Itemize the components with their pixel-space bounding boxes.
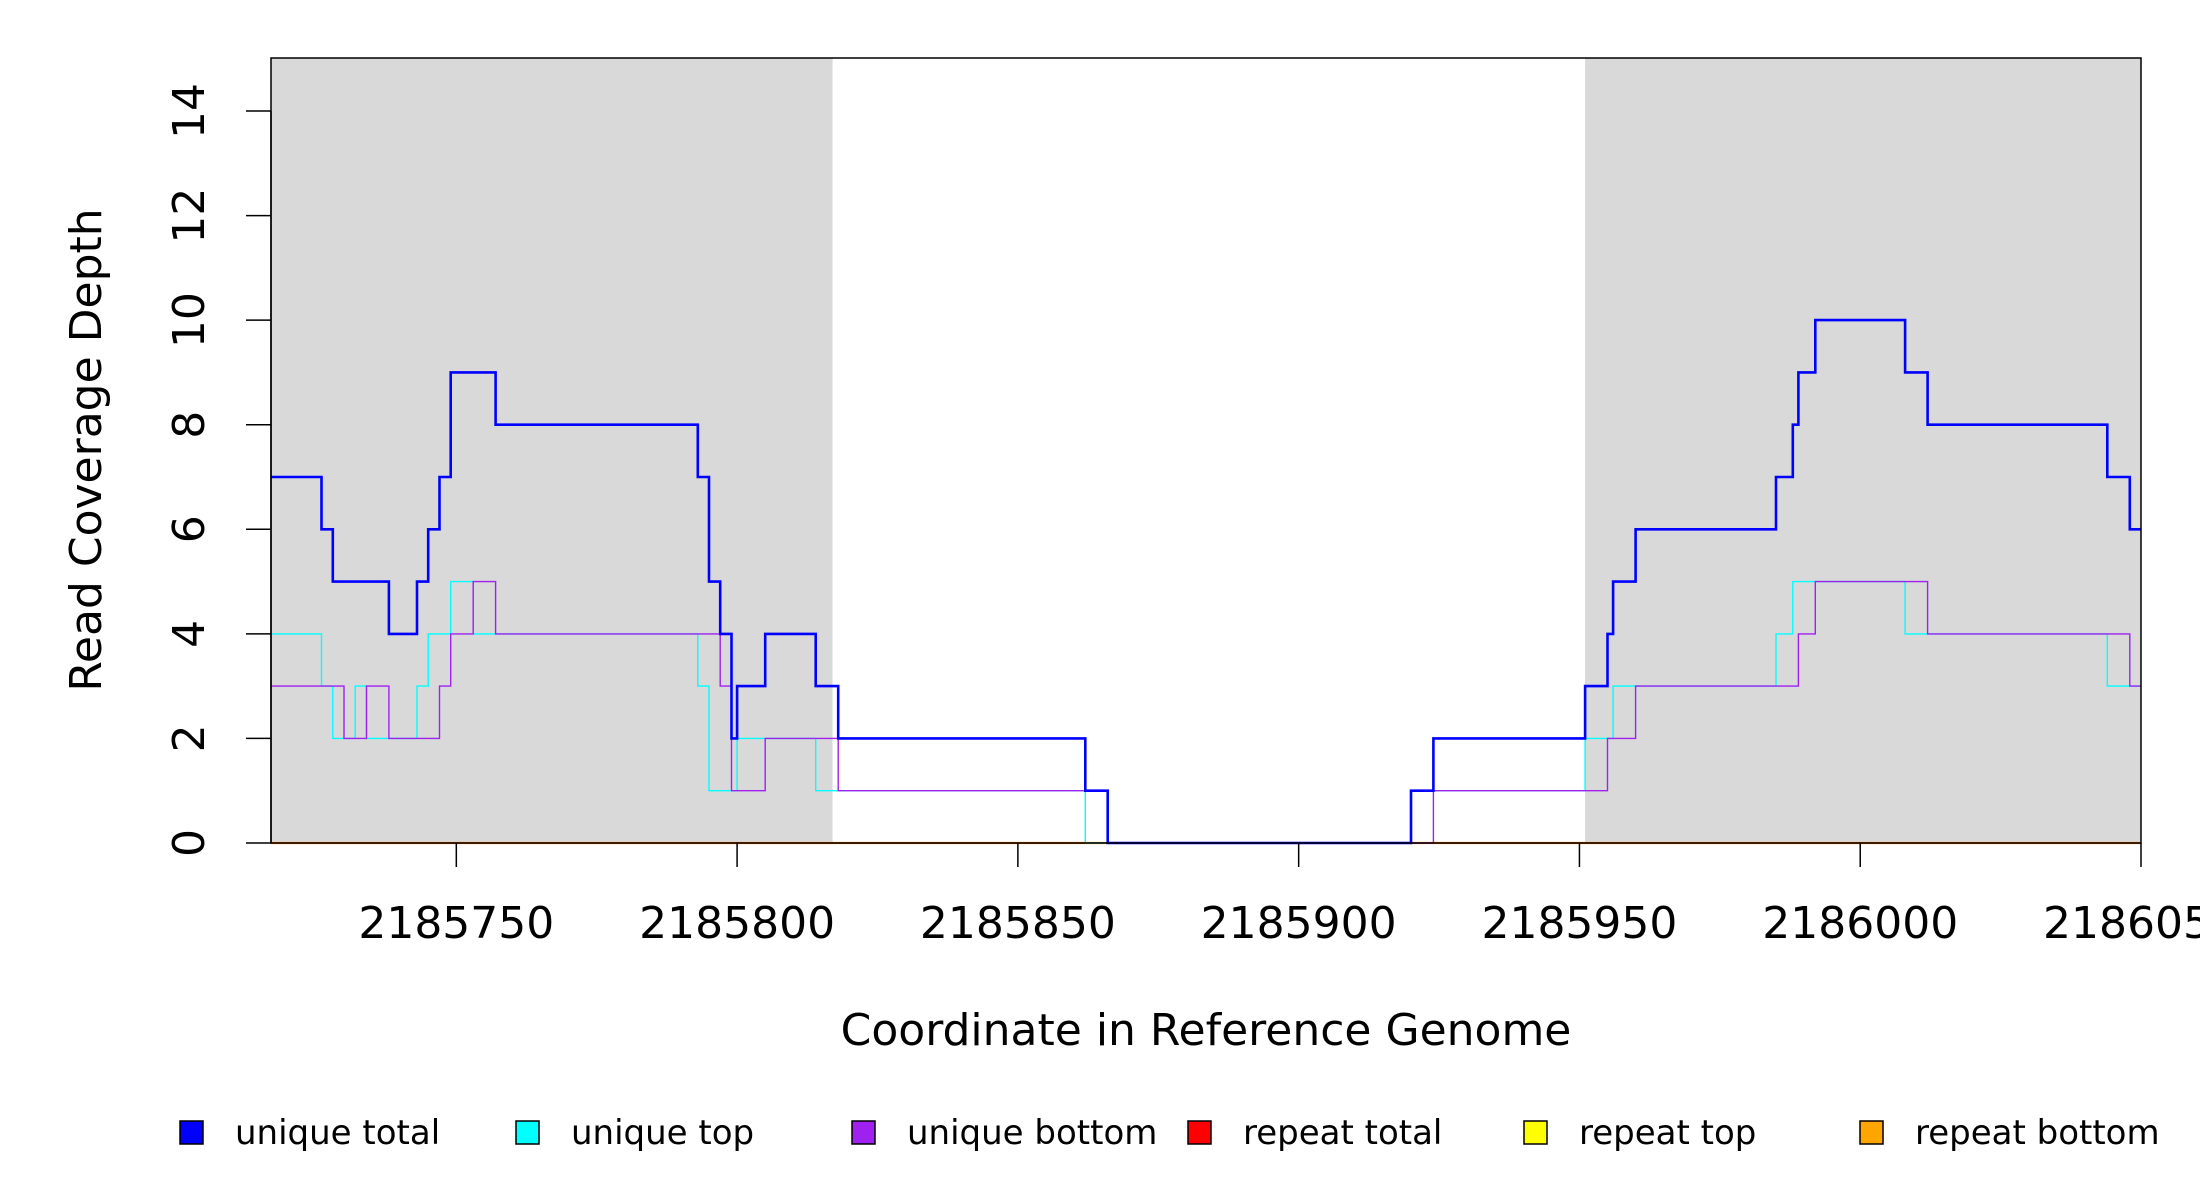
- y-axis-title: Read Coverage Depth: [61, 208, 112, 691]
- legend-swatch: [1859, 1120, 1884, 1145]
- shaded-region-1: [271, 58, 833, 843]
- y-tick-label: 14: [164, 83, 215, 139]
- y-tick-label: 12: [164, 188, 215, 244]
- legend-label: unique total: [235, 1113, 440, 1153]
- legend-swatch: [515, 1120, 540, 1145]
- legend-label: unique top: [571, 1113, 754, 1153]
- legend-label: unique bottom: [907, 1113, 1157, 1153]
- x-tick-label: 2185900: [1201, 898, 1397, 949]
- x-tick-label: 2185850: [920, 898, 1116, 949]
- x-tick-label: 2186000: [1762, 898, 1958, 949]
- x-tick-label: 2185800: [639, 898, 835, 949]
- series-line-unique-bottom: [271, 580, 2141, 844]
- y-tick-label: 10: [164, 292, 215, 348]
- legend-swatch: [1523, 1120, 1548, 1145]
- x-axis: 2185750 2185800 2185850 2185900 2185950 21860…: [358, 843, 2200, 949]
- legend: unique total unique top unique bottom repea…: [179, 1113, 2160, 1153]
- y-tick-label: 4: [164, 620, 215, 648]
- x-tick-label: 2185950: [1481, 898, 1677, 949]
- legend-swatch: [179, 1120, 204, 1145]
- legend-label: repeat bottom: [1915, 1113, 2160, 1153]
- y-tick-label: 6: [164, 515, 215, 543]
- y-tick-label: 2: [164, 724, 215, 752]
- shaded-region-2: [1585, 58, 2141, 843]
- y-axis: 0 2 4 6 8 10 12 14: [164, 83, 272, 857]
- y-tick-label: 0: [164, 829, 215, 857]
- legend-swatch: [851, 1120, 876, 1145]
- legend-label: repeat total: [1243, 1113, 1442, 1153]
- y-tick-label: 8: [164, 411, 215, 439]
- x-axis-title: Coordinate in Reference Genome: [841, 1005, 1572, 1056]
- legend-label: repeat top: [1579, 1113, 1756, 1153]
- legend-swatch: [1187, 1120, 1212, 1145]
- x-tick-label: 2185750: [358, 898, 554, 949]
- series-line-unique-total: [271, 318, 2141, 845]
- shaded-regions: [271, 58, 2141, 843]
